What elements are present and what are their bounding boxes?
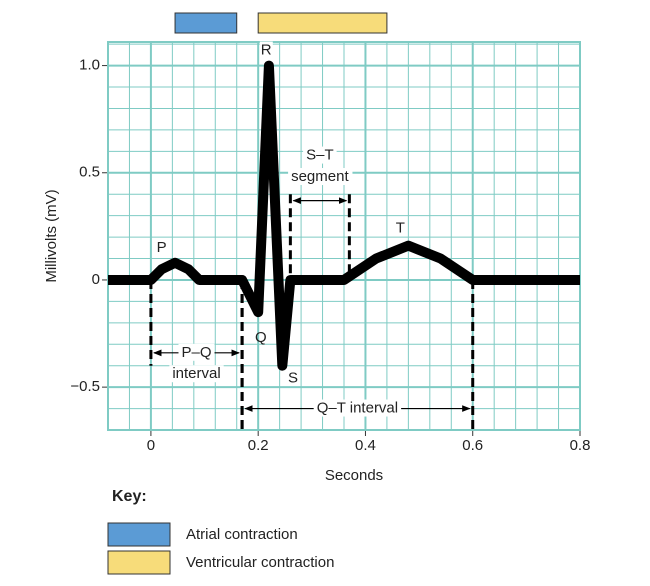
interval-label: interval (172, 365, 220, 382)
label-background (178, 343, 215, 361)
wave-label: S (288, 370, 298, 387)
key-label: Atrial contraction (186, 526, 298, 543)
x-tick-label: 0.6 (462, 437, 483, 454)
y-tick-label: −0.5 (70, 378, 100, 395)
ecg-line (108, 60, 580, 371)
y-tick-label: 0.5 (79, 164, 100, 181)
key-label: Ventricular contraction (186, 554, 334, 571)
label-background (259, 41, 273, 59)
key-swatch (107, 522, 171, 547)
x-axis-label: Seconds (325, 467, 383, 484)
x-tick-label: 0.8 (570, 437, 591, 454)
key-title: Key: (112, 488, 147, 505)
x-tick-label: 0.2 (248, 437, 269, 454)
key-swatch (107, 550, 171, 575)
interval-label: S–T (306, 147, 334, 164)
label-background (303, 146, 337, 164)
label-background (313, 399, 402, 417)
wave-label: P (157, 239, 167, 256)
contraction-bar (257, 12, 388, 34)
interval-label: segment (291, 168, 349, 185)
y-tick-label: 1.0 (79, 57, 100, 74)
contraction-bar (174, 12, 238, 34)
wave-label: R (261, 42, 272, 59)
wave-label: T (396, 219, 405, 236)
label-background (169, 365, 224, 383)
y-tick-label: 0 (92, 271, 100, 288)
interval-label: P–Q (181, 344, 211, 361)
plot-border (107, 41, 581, 431)
x-tick-label: 0.4 (355, 437, 376, 454)
x-tick-label: 0 (147, 437, 155, 454)
y-axis-label: Millivolts (mV) (43, 189, 60, 282)
label-background (288, 168, 353, 186)
wave-label: Q (255, 329, 267, 346)
interval-label: Q–T interval (317, 400, 398, 417)
